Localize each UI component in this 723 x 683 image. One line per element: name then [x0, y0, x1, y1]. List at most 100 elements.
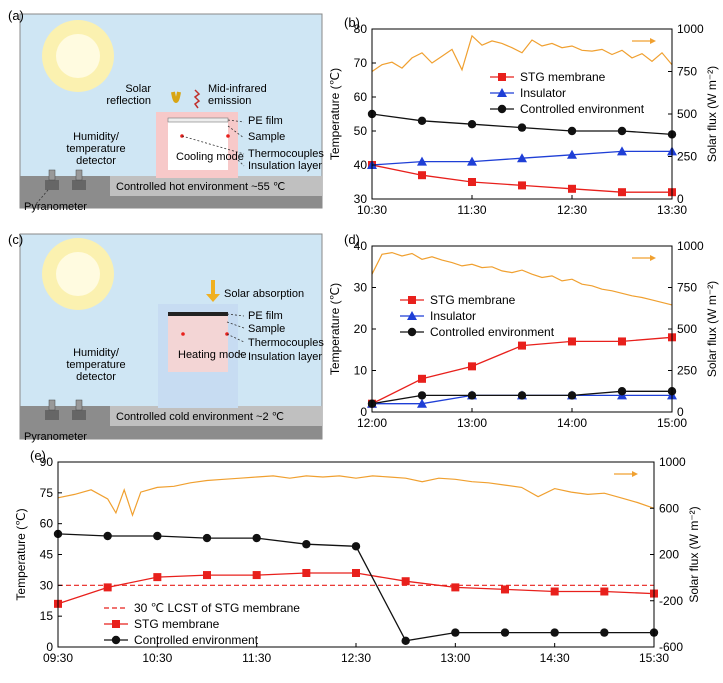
y-tick-label: 10	[354, 364, 368, 378]
sample-chamber-c	[168, 314, 228, 372]
solar-reflection-icon	[171, 91, 181, 103]
stg-point	[418, 374, 426, 383]
x-tick-label: 11:30	[242, 651, 271, 665]
sun-core-icon	[56, 252, 100, 296]
stg-point	[252, 571, 261, 580]
legend-insulator-label: Insulator	[520, 86, 566, 100]
solar-absorption-arrow-icon	[206, 280, 220, 302]
stg-point	[618, 337, 626, 346]
y2-axis-label: Solar flux (W m⁻²)	[687, 506, 701, 602]
legend-stg-label: STG membrane	[430, 293, 516, 307]
flux-arrowhead-icon	[650, 255, 656, 261]
y-tick-label: 30	[354, 281, 368, 295]
label-line: Humidity/	[73, 131, 120, 143]
thermocouple-dot	[181, 332, 185, 336]
label-line: Solar	[125, 83, 151, 95]
flux-arrowhead-icon	[632, 471, 638, 477]
panel-label: (e)	[30, 448, 46, 463]
controlled-point	[617, 126, 627, 136]
y2-tick-label: 750	[677, 65, 697, 79]
legend-stg-marker	[498, 73, 506, 81]
y2-tick-label: 0	[677, 405, 684, 419]
pe-film-label: PE film	[248, 115, 283, 127]
y-tick-label: 0	[46, 640, 53, 654]
controlled-point	[351, 542, 361, 551]
x-tick-label: 10:30	[142, 651, 172, 665]
stg-point	[518, 341, 526, 350]
y2-tick-label: 250	[677, 364, 697, 378]
cooling-mode-label: Cooling mode	[176, 151, 244, 163]
panel-label: (d)	[344, 232, 360, 247]
insulator-point	[417, 398, 427, 408]
x-tick-label: 13:30	[657, 203, 687, 217]
stg-point	[501, 585, 509, 594]
leader-line	[227, 119, 245, 123]
leader-line	[227, 125, 245, 139]
y2-tick-label: 200	[659, 548, 679, 562]
legend-stg-marker	[408, 296, 416, 304]
legend-controlled-marker	[111, 635, 121, 645]
x-tick-label: 11:30	[457, 203, 486, 217]
y2-tick-label: 1000	[659, 455, 686, 469]
mid-infrared-label: Mid-infrared emission	[208, 83, 267, 107]
y2-axis-label: Solar flux (W m⁻²)	[705, 66, 719, 162]
y-tick-label: 60	[354, 90, 368, 104]
controlled-point	[500, 628, 510, 637]
y-axis-label: Temperature (℃)	[14, 508, 28, 600]
x-tick-label: 12:00	[357, 416, 387, 430]
thermocouples-label: Thermocouples	[248, 337, 324, 349]
y-tick-label: 90	[40, 455, 54, 469]
sun-core-icon	[56, 34, 100, 78]
sample-chamber-a	[168, 122, 228, 170]
leader-line	[181, 135, 245, 155]
stg-line	[57, 572, 655, 605]
sample-label: Sample	[248, 131, 285, 143]
detector-label: Humidity/temperature detector	[66, 347, 125, 383]
stg-point	[568, 184, 576, 193]
y2-tick-label: 1000	[677, 239, 704, 253]
y-tick-label: 40	[354, 239, 368, 253]
legend-insulator-label: Insulator	[430, 309, 476, 323]
y2-tick-label: 500	[677, 322, 697, 336]
x-tick-label: 13:00	[457, 416, 487, 430]
y2-tick-label: 750	[677, 281, 697, 295]
y-tick-label: 15	[40, 609, 54, 623]
stg-point	[451, 583, 460, 592]
controlled-point	[417, 116, 427, 126]
chart-b: (b) 10:30 11:30 12:30 13:30 30 40 50 60 70 80 0 250 5…	[328, 15, 719, 217]
controlled-point	[617, 387, 627, 396]
flux-arrowhead-icon	[650, 38, 656, 44]
legend-controlled-marker	[497, 104, 507, 114]
y-tick-label: 20	[354, 322, 368, 336]
stg-point	[352, 569, 360, 577]
solar-flux-line	[371, 251, 673, 306]
legend-controlled-label: Controlled environment	[520, 102, 645, 116]
y2-tick-label: 1000	[677, 22, 704, 36]
label-line: detector	[76, 155, 116, 167]
y-tick-label: 80	[354, 22, 368, 36]
stg-point	[153, 573, 162, 582]
schematic-a: (a) Solar reflection Mid-infrared emission…	[8, 8, 324, 213]
y2-tick-label: -600	[659, 640, 683, 654]
humidity-detector-icon	[45, 399, 86, 420]
y2-tick-label: 600	[659, 501, 679, 515]
pyranometer-label: Pyranometer	[24, 201, 87, 213]
controlled-point	[517, 123, 527, 132]
y-tick-label: 30	[40, 578, 54, 592]
label-line: emission	[208, 95, 251, 107]
y-tick-label: 30	[354, 192, 368, 206]
chart-e: (e) 09:30 10:30 11:30 12:30 13:00 14:30 15:30 0 1…	[14, 448, 701, 665]
humidity-detector-icon	[45, 169, 86, 190]
y-tick-label: 75	[40, 486, 54, 500]
controlled-point	[401, 636, 410, 646]
stg-point	[550, 587, 559, 596]
solar-reflection-label: Solar reflection	[106, 83, 151, 107]
mid-infrared-emission-icon	[193, 89, 201, 109]
pe-film-label: PE film	[248, 310, 283, 322]
stg-point	[418, 171, 426, 180]
stg-point	[600, 587, 609, 596]
x-tick-label: 15:30	[639, 651, 669, 665]
leader-line	[226, 313, 245, 317]
stg-point	[103, 583, 112, 592]
